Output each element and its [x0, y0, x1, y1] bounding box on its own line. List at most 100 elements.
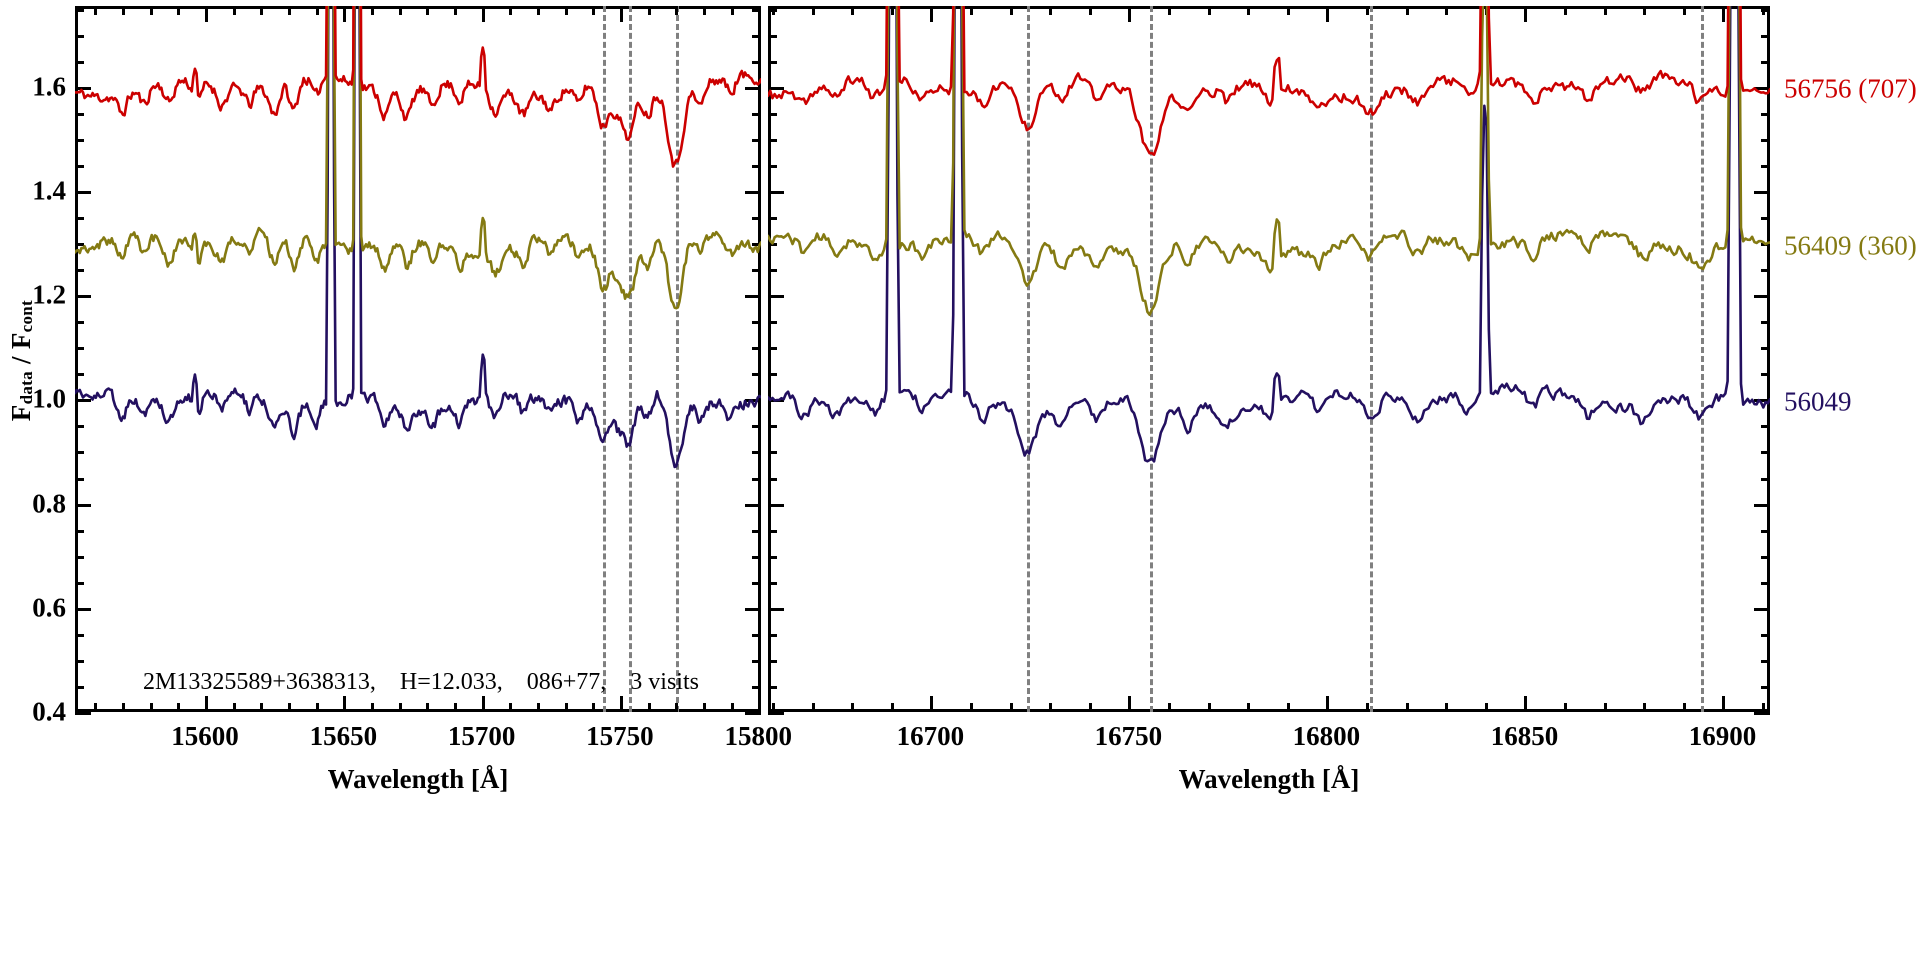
x-axis-tick: [1128, 6, 1132, 22]
y-axis-tick: [752, 138, 761, 142]
x-axis-tick: [969, 6, 973, 15]
y-axis-tick: [75, 633, 84, 637]
y-axis-tick: [768, 529, 777, 533]
right-x-axis-title: Wavelength [Å]: [1178, 764, 1360, 794]
y-axis-tick: [75, 8, 84, 12]
y-axis-tick: [768, 269, 777, 273]
x-axis-tick: [1088, 6, 1092, 15]
y-axis-tick: [745, 503, 761, 507]
y-axis-tick: [1754, 503, 1770, 507]
spectral-marker-line: [1027, 6, 1031, 712]
y-axis-tick: [75, 712, 91, 715]
y-axis-tick: [745, 86, 761, 90]
series-label-s56049: 56049: [1784, 386, 1852, 417]
y-axis-tick: [1761, 659, 1770, 663]
y-axis-tick: [75, 86, 91, 90]
y-axis-tick: [1754, 86, 1770, 90]
y-axis-tick: [745, 295, 761, 299]
x-axis-tick: [771, 6, 775, 15]
y-axis-tick: [768, 347, 777, 351]
x-axis-tick: [509, 6, 513, 15]
x-axis-tick: [177, 703, 181, 712]
x-axis-tick: [592, 703, 596, 712]
x-axis-tick: [426, 6, 430, 15]
x-axis-tick: [1286, 703, 1290, 712]
y-axis-tick: [768, 451, 777, 455]
y-axis-tick: [768, 86, 784, 90]
y-axis-tick: [75, 243, 84, 247]
y-axis-tick-label: 1.0: [32, 383, 66, 414]
y-axis-tick: [75, 347, 84, 351]
x-axis-tick: [94, 703, 98, 712]
x-axis-tick: [1247, 6, 1251, 15]
series-label-s56409: 56409 (360): [1784, 230, 1917, 261]
y-axis-tick: [75, 607, 91, 611]
spectral-marker-line: [628, 6, 632, 712]
x-axis-tick: [890, 6, 894, 15]
y-axis-tick: [1754, 399, 1770, 403]
x-axis-tick: [1722, 6, 1726, 22]
y-axis-tick: [768, 555, 777, 559]
x-axis-tick: [619, 6, 623, 22]
y-axis-tick: [768, 477, 777, 481]
x-axis-tick: [1524, 6, 1528, 22]
y-axis-tick: [1754, 295, 1770, 299]
x-axis-tick: [1405, 703, 1409, 712]
x-axis-tick: [730, 703, 734, 712]
y-axis-tick: [752, 112, 761, 116]
x-axis-tick: [1168, 6, 1171, 15]
y-axis-tick: [745, 607, 761, 611]
y-axis-tick: [752, 60, 761, 64]
x-axis-tick: [1603, 703, 1607, 712]
y-axis-tick: [768, 581, 777, 585]
spectrum-trace-s56049: [768, 6, 1770, 463]
x-axis-tick: [1207, 6, 1211, 15]
x-axis-tick: [702, 6, 706, 15]
y-axis-tick: [1761, 138, 1770, 142]
left-spectrum-panel: 0.4 0.6 0.8 1.0 1.2 1.4 1.6 15600 15650 15700 1575…: [32, 6, 792, 751]
x-axis-tick: [481, 696, 485, 712]
x-axis-tick: [149, 6, 153, 15]
y-axis-tick: [1761, 425, 1770, 429]
x-axis-tick: [1603, 6, 1607, 15]
x-axis-tick: [1762, 703, 1766, 712]
x-axis-tick: [1484, 703, 1488, 712]
x-axis-tick: [149, 703, 153, 712]
spectral-marker-line: [1700, 6, 1704, 712]
x-axis-tick: [1643, 6, 1647, 15]
x-axis-tick: [1682, 6, 1686, 15]
x-axis-tick-label: 15650: [309, 721, 378, 751]
plot-frame: [768, 6, 1770, 712]
y-axis-tick: [1761, 269, 1770, 273]
x-axis-tick: [343, 696, 347, 712]
y-axis-tick: [1761, 633, 1770, 637]
x-axis-tick: [287, 6, 291, 15]
y-axis-tick: [1761, 581, 1770, 585]
x-axis-tick: [1049, 6, 1053, 15]
y-axis-tick: [75, 399, 91, 403]
y-axis-tick: [752, 659, 761, 663]
y-axis-tick-label: 1.6: [32, 71, 66, 102]
y-axis-tick: [75, 477, 84, 481]
y-axis-tick-label: 1.4: [32, 175, 66, 206]
y-axis-tick: [1761, 451, 1770, 455]
x-axis-tick-label: 16900: [1688, 721, 1757, 751]
x-axis-tick: [930, 6, 934, 22]
y-axis-tick: [75, 555, 84, 559]
y-axis-tick: [768, 425, 777, 429]
y-axis-tick: [752, 633, 761, 637]
y-axis-tick: [75, 685, 84, 689]
x-axis-tick: [426, 703, 430, 712]
y-axis-tick: [752, 477, 761, 481]
x-axis-tick: [1722, 696, 1726, 712]
x-axis-tick: [343, 6, 347, 22]
y-axis-tick: [75, 138, 84, 142]
y-axis-tick: [1761, 8, 1770, 12]
x-axis-tick: [205, 6, 208, 22]
target-annotation: 2M13325589+3638313, H=12.033, 086+77, 3 …: [143, 669, 699, 696]
x-axis-tick: [1168, 703, 1171, 712]
y-axis-tick: [752, 8, 761, 12]
y-axis-tick: [1761, 347, 1770, 351]
x-axis-tick-label: 16700: [896, 721, 965, 751]
y-axis-tick: [75, 295, 91, 299]
